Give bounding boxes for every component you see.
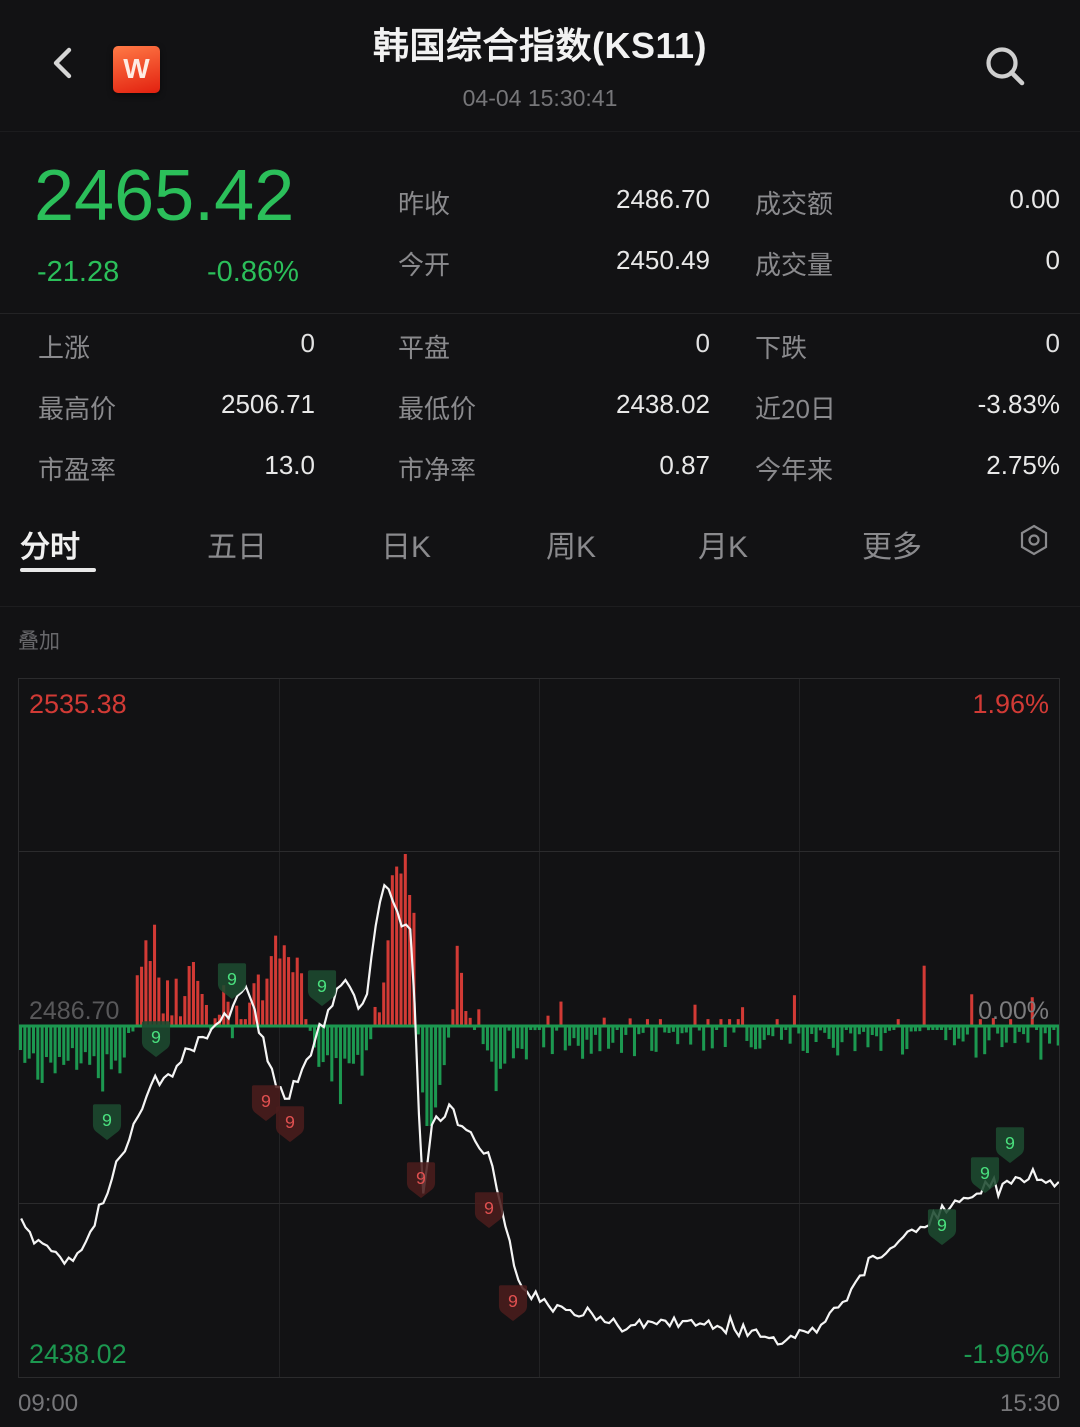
svg-text:9: 9 bbox=[416, 1168, 426, 1188]
svg-text:9: 9 bbox=[1005, 1133, 1015, 1153]
svg-text:9: 9 bbox=[317, 976, 327, 996]
svg-text:9: 9 bbox=[484, 1198, 494, 1218]
svg-text:9: 9 bbox=[261, 1091, 271, 1111]
svg-text:9: 9 bbox=[285, 1112, 295, 1132]
svg-text:9: 9 bbox=[937, 1215, 947, 1235]
svg-text:9: 9 bbox=[227, 969, 237, 989]
svg-text:9: 9 bbox=[102, 1110, 112, 1130]
svg-text:9: 9 bbox=[151, 1027, 161, 1047]
svg-text:9: 9 bbox=[980, 1163, 990, 1183]
svg-text:9: 9 bbox=[508, 1291, 518, 1311]
